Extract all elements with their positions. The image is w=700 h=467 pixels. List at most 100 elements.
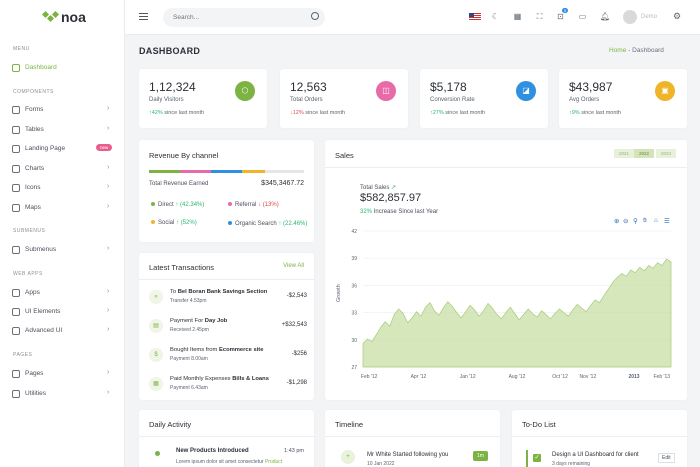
user-name[interactable]: Demo — [641, 14, 658, 20]
grid-icon — [12, 289, 20, 297]
avatar[interactable] — [623, 10, 637, 24]
pulse-icon — [12, 184, 20, 192]
sidebar-item-label: UI Elements — [25, 308, 61, 315]
revenue-bar — [149, 170, 304, 173]
year-2023-tab[interactable]: 2023 — [656, 149, 677, 158]
sidebar-item-advanced-ui[interactable]: Advanced UI › — [0, 322, 125, 340]
gear-icon[interactable]: ⚙ — [673, 11, 682, 21]
chevron-right-icon: › — [107, 164, 110, 171]
chevron-right-icon: › — [107, 369, 110, 376]
reset-home-icon[interactable]: ⌂ — [654, 217, 658, 224]
fullscreen-icon[interactable]: ⛶ — [536, 12, 543, 21]
year-2021-tab[interactable]: 2021 — [614, 149, 635, 158]
sidebar-item-label: Pages — [25, 370, 44, 377]
list-item[interactable]: » To Bel Boran Bank Savings Section Transf… — [149, 289, 307, 311]
sidebar-item-pages[interactable]: Pages › — [0, 365, 125, 383]
y-tick-label: 42 — [351, 229, 357, 235]
cart-badge: 5 — [562, 8, 569, 13]
sidebar-item-landing-page[interactable]: Landing Page new — [0, 140, 125, 158]
total-sales-value: $582,857.97 — [360, 192, 422, 204]
transactions-title: Latest Transactions — [149, 263, 215, 272]
transactions-card: Latest Transactions View All » To Bel Bor… — [139, 253, 314, 400]
x-tick-label: Nov '12 — [579, 374, 596, 380]
cart-icon[interactable]: ⊡ — [557, 12, 564, 21]
x-tick-label: 2013 — [628, 374, 639, 380]
search-icon[interactable] — [311, 12, 319, 20]
stat-change: ↑27% since last month — [430, 110, 486, 116]
dark-mode-icon[interactable]: ☾ — [491, 12, 500, 21]
dollar-icon: $ — [149, 348, 163, 362]
stat-value: $43,987 — [569, 80, 613, 94]
sidebar-item-utilities[interactable]: Utilities › — [0, 385, 125, 403]
todo-card: To-Do List ✓ Design a UI Dashboard for c… — [512, 410, 687, 467]
chevron-right-icon: › — [107, 125, 110, 132]
stat-card-conversion: $5,178 Conversion Rate ↑27% since last m… — [420, 69, 548, 128]
year-2022-tab[interactable]: 2022 — [634, 149, 655, 158]
apps-grid-icon[interactable]: ▦ — [513, 12, 522, 21]
sidebar-item-label: Icons — [25, 184, 41, 191]
transaction-amount: +$32,543 — [281, 322, 307, 328]
sidebar-item-dashboard[interactable]: Dashboard — [0, 59, 125, 77]
transaction-title: Bought Items from Ecommerce site — [170, 347, 264, 353]
transaction-amount: -$1,298 — [286, 380, 307, 386]
sidebar-item-ui-elements[interactable]: UI Elements › — [0, 303, 125, 321]
view-all-link[interactable]: View All — [283, 263, 304, 269]
transaction-title: Payment For Day Job — [170, 318, 228, 324]
chevron-right-icon: › — [107, 105, 110, 112]
list-item[interactable]: ▦ Paid Monthly Expenses Bills & Loans Paym… — [149, 376, 307, 398]
chart-menu-icon[interactable]: ☰ — [664, 218, 670, 225]
search-input[interactable] — [163, 8, 325, 27]
edit-button[interactable]: Edit — [658, 453, 675, 463]
bell-icon[interactable]: 🔔︎ — [600, 12, 611, 21]
transaction-title: Paid Monthly Expenses Bills & Loans — [170, 376, 269, 382]
todo-checkbox[interactable]: ✓ — [533, 454, 541, 462]
sidebar-item-icons[interactable]: Icons › — [0, 179, 125, 197]
sidebar-item-apps[interactable]: Apps › — [0, 284, 125, 302]
channel-referral: Referral ↓ (13%) — [228, 202, 279, 208]
x-tick-label: Jan '12 — [460, 374, 476, 380]
user-add-icon: + — [341, 450, 355, 464]
arrow-icon: » — [149, 290, 163, 304]
sidebar-item-label: Landing Page — [25, 145, 66, 152]
logo[interactable]: noa — [41, 9, 86, 25]
zoom-in-icon[interactable]: ⊕ — [614, 218, 620, 225]
activity-text: Lorem ipsum dolor sit amet consectetur P… — [176, 459, 283, 465]
timeline-date: 10 Jan 2022 — [367, 461, 395, 467]
y-tick-label: 36 — [351, 283, 357, 289]
transaction-amount: -$256 — [291, 351, 307, 357]
timeline-dot — [155, 451, 160, 456]
wallet-icon: ▣ — [655, 81, 675, 101]
breadcrumb-home[interactable]: Home — [609, 47, 627, 54]
pan-icon[interactable]: ✋︎ — [643, 217, 647, 224]
transaction-sub: Received 2.45pm — [170, 327, 209, 333]
sidebar-item-submenus[interactable]: Submenus › — [0, 241, 125, 259]
sidebar-item-label: Charts — [25, 165, 45, 172]
us-flag-icon[interactable] — [469, 13, 481, 21]
chart-icon — [12, 165, 20, 173]
chevron-right-icon: › — [107, 245, 110, 252]
x-tick-label: Oct '12 — [552, 374, 568, 380]
sidebar-item-charts[interactable]: Charts › — [0, 160, 125, 178]
sidebar-item-label: Apps — [25, 289, 40, 296]
list-item[interactable]: ▤ Payment For Day Job Received 2.45pm +$32,… — [149, 318, 307, 340]
timeline-text: Mr White Started following you — [367, 452, 449, 458]
stat-change: ↑9% since last month — [569, 110, 621, 116]
sidebar: noa MENU Dashboard COMPONENTS Forms › Tab… — [0, 0, 125, 467]
sidebar-item-label: Dashboard — [25, 64, 57, 71]
x-tick-label: Feb '12 — [361, 374, 378, 380]
list-item[interactable]: $ Bought Items from Ecommerce site Payment… — [149, 347, 307, 369]
sales-increase: 32% Increase Since last Year — [360, 209, 439, 215]
sales-chart: 42 39 36 33 30 27 Feb '12 Apr '12 Jan '12 Aug '12… — [351, 229, 672, 380]
sidebar-item-maps[interactable]: Maps › — [0, 199, 125, 217]
menu-toggle-icon[interactable] — [139, 13, 148, 20]
sidebar-item-tables[interactable]: Tables › — [0, 121, 125, 139]
x-tick-label: Feb '13 — [653, 374, 670, 380]
stat-value: $5,178 — [430, 80, 467, 94]
transaction-title: To Bel Boran Bank Savings Section — [170, 289, 268, 295]
send-icon — [12, 145, 20, 153]
search-zoom-icon[interactable]: ⚲ — [633, 218, 638, 225]
zoom-out-icon[interactable]: ⊖ — [623, 218, 629, 225]
messages-icon[interactable]: ▭ — [578, 12, 587, 21]
y-axis-label: Growth — [336, 284, 342, 302]
sidebar-item-forms[interactable]: Forms › — [0, 101, 125, 119]
